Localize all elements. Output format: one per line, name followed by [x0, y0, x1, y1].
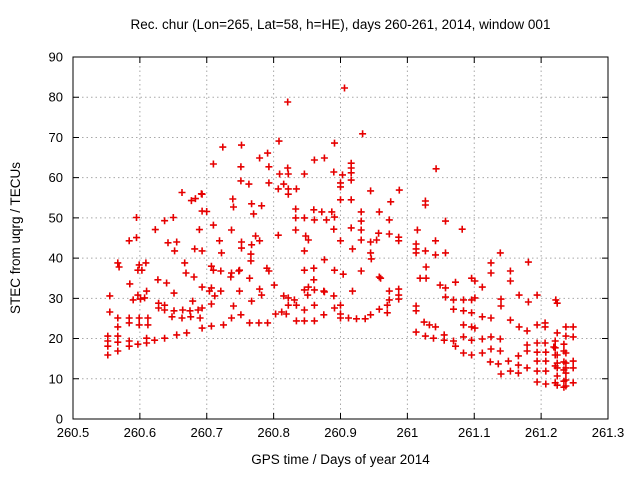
tick-labels: 260.5 260.6 260.7 260.8 260.9 261 261.1 261.2 26… [49, 50, 625, 441]
y-tick-label: 0 [56, 412, 63, 427]
y-tick-label: 60 [49, 170, 63, 185]
y-tick-label: 30 [49, 291, 63, 306]
x-tick-label: 261 [397, 425, 419, 440]
data-points [104, 84, 577, 391]
chart-title: Rec. chur (Lon=265, Lat=58, h=HE), days … [130, 17, 551, 32]
y-tick-label: 80 [49, 90, 63, 105]
y-tick-label: 10 [49, 371, 63, 386]
y-tick-label: 70 [49, 130, 63, 145]
scatter-markers [104, 84, 577, 391]
axes [72, 56, 609, 420]
y-tick-label: 90 [49, 50, 63, 65]
x-axis-label: GPS time / Days of year 2014 [251, 452, 430, 467]
x-tick-label: 261.2 [525, 425, 558, 440]
y-tick-label: 50 [49, 210, 63, 225]
x-tick-label: 260.7 [190, 425, 223, 440]
y-tick-label: 40 [49, 251, 63, 266]
x-tick-label: 261.1 [458, 425, 491, 440]
x-tick-label: 260.9 [324, 425, 357, 440]
y-tick-label: 20 [49, 331, 63, 346]
x-tick-label: 260.6 [124, 425, 157, 440]
tick-marks [72, 56, 609, 420]
x-tick-label: 260.5 [57, 425, 90, 440]
x-tick-label: 261.3 [592, 425, 625, 440]
x-tick-label: 260.8 [257, 425, 290, 440]
